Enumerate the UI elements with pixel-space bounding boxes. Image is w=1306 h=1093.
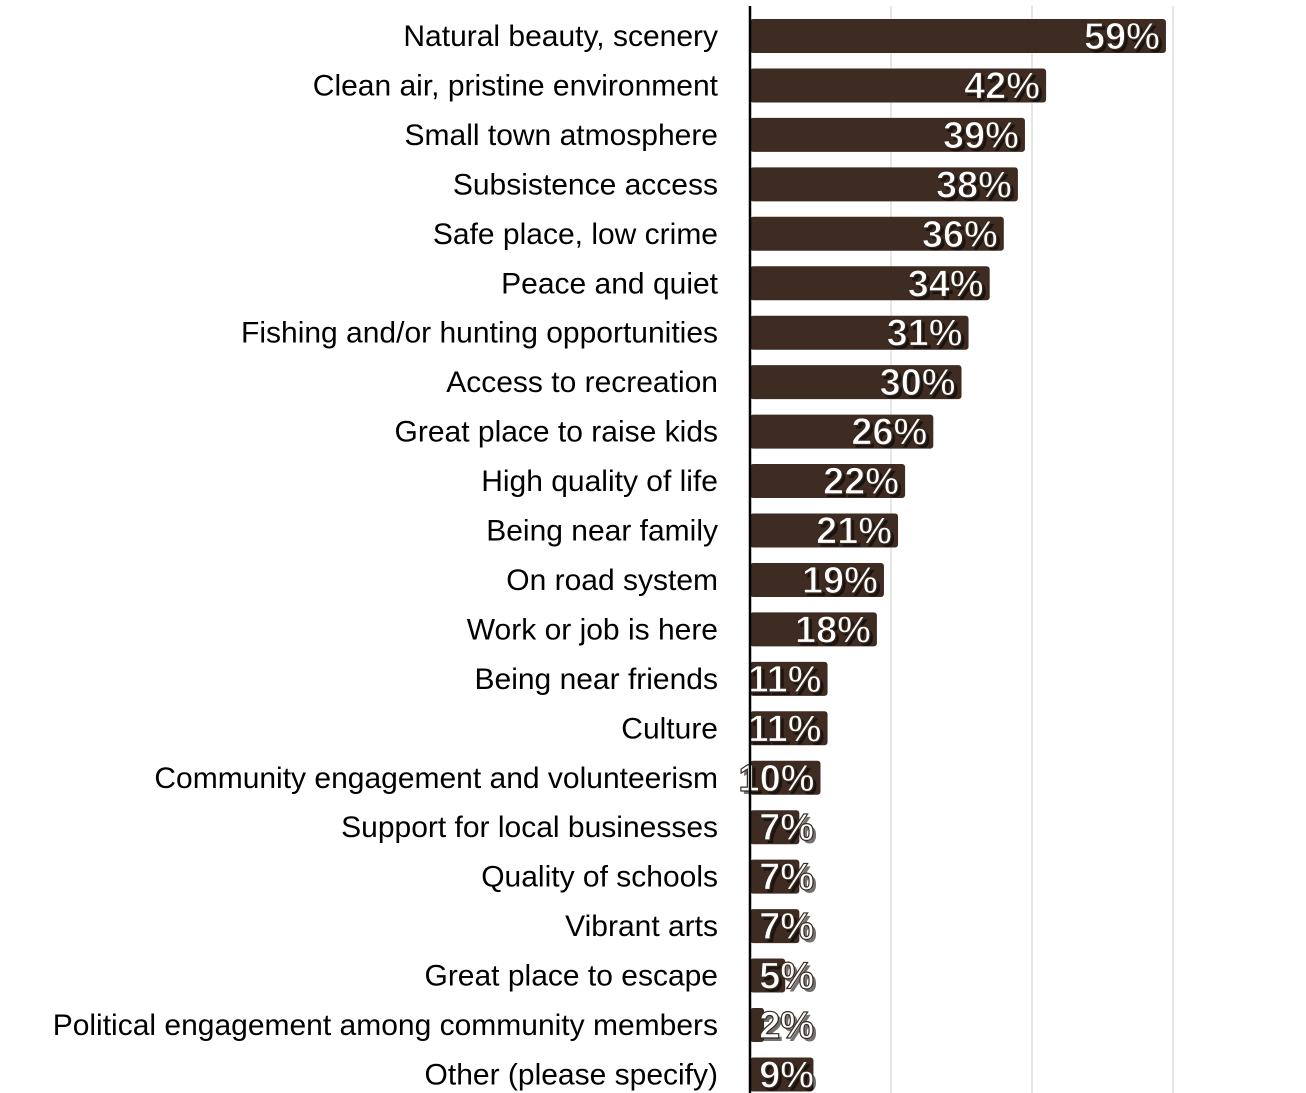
- value-label-shadow: 59%: [1087, 19, 1163, 61]
- value-label-shadow: 22%: [826, 464, 902, 506]
- value-label: 22%: [823, 461, 899, 503]
- value-label-shadow: 11%: [751, 662, 825, 704]
- category-label: Political engagement among community mem…: [53, 1009, 718, 1042]
- category-label: Support for local businesses: [341, 811, 718, 844]
- bar: [750, 711, 828, 746]
- category-label: Great place to raise kids: [395, 416, 718, 449]
- category-label: Other (please specify): [425, 1058, 718, 1091]
- bar-layer: [750, 19, 1166, 1092]
- category-label: Safe place, low crime: [433, 218, 718, 251]
- category-label: Culture: [621, 712, 718, 745]
- value-label-shadow: 7%: [762, 810, 817, 852]
- bar: [750, 216, 1004, 251]
- category-label: Vibrant arts: [565, 910, 718, 943]
- value-label-shadow: 31%: [889, 316, 965, 358]
- value-label: 21%: [816, 511, 892, 553]
- value-label: 30%: [879, 362, 955, 404]
- value-label-shadow: 11%: [751, 711, 825, 753]
- value-label-shadow: 26%: [854, 415, 930, 457]
- value-label: 7%: [759, 906, 814, 948]
- bar: [750, 1057, 814, 1092]
- category-label: Being near friends: [475, 663, 719, 696]
- value-label: 11%: [748, 708, 822, 750]
- value-label-shadow: 7%: [762, 860, 817, 902]
- category-label: Quality of schools: [481, 861, 718, 894]
- value-label: 42%: [964, 65, 1040, 107]
- category-label-layer: Natural beauty, scenery Clean air, pristi…: [53, 20, 719, 1091]
- value-label-shadow: 39%: [946, 118, 1022, 160]
- value-label-shadow: 38%: [939, 167, 1015, 209]
- bar: [750, 266, 990, 301]
- value-label: 31%: [886, 313, 962, 355]
- category-label: Community engagement and volunteerism: [154, 762, 718, 795]
- bar: [750, 859, 800, 894]
- bar: [750, 167, 1018, 202]
- value-label-shadow: 5%: [762, 959, 817, 1001]
- bar: [750, 365, 962, 400]
- category-label: Natural beauty, scenery: [403, 20, 718, 53]
- bar: [750, 414, 934, 449]
- value-label: 2%: [759, 1005, 814, 1047]
- category-label: Fishing and/or hunting opportunities: [241, 317, 718, 350]
- value-label: 11%: [748, 659, 822, 701]
- value-label-shadow: 7%: [762, 909, 817, 951]
- value-label: 19%: [802, 560, 878, 602]
- value-label-shadow: 9%: [762, 1057, 817, 1093]
- bar: [750, 810, 800, 845]
- bar: [750, 315, 969, 350]
- value-label-shadow: 30%: [882, 365, 958, 407]
- category-label: Great place to escape: [424, 960, 718, 993]
- bar: [750, 958, 786, 993]
- value-label: 39%: [943, 115, 1019, 157]
- value-label: 7%: [759, 807, 814, 849]
- bar: [750, 612, 877, 647]
- value-label-shadow: 36%: [925, 217, 1001, 259]
- value-label-shadow: 21%: [819, 514, 895, 556]
- bar: [750, 661, 828, 696]
- bar: [750, 562, 884, 597]
- category-label: On road system: [506, 564, 718, 597]
- value-label: 34%: [908, 263, 984, 305]
- value-label: 26%: [851, 412, 927, 454]
- bar: [750, 909, 800, 944]
- category-label: Work or job is here: [467, 613, 718, 646]
- value-label: 9%: [759, 1054, 814, 1093]
- value-label-shadow: 19%: [805, 563, 881, 605]
- bar: [750, 464, 906, 499]
- value-label-shadow: 2%: [762, 1008, 817, 1050]
- category-label: Being near family: [486, 515, 718, 548]
- value-label-shadow: 34%: [911, 266, 987, 308]
- value-label: 36%: [922, 214, 998, 256]
- value-label: 5%: [759, 956, 814, 998]
- value-label: 38%: [936, 164, 1012, 206]
- bar: [750, 1008, 765, 1042]
- category-label: Peace and quiet: [501, 267, 719, 300]
- value-label-shadow: 42%: [967, 68, 1043, 110]
- category-label: Clean air, pristine environment: [313, 69, 719, 102]
- bar: [750, 68, 1047, 103]
- category-label: Access to recreation: [446, 366, 718, 399]
- bar: [750, 513, 899, 548]
- bar: [750, 117, 1025, 152]
- bar: [750, 19, 1166, 53]
- value-label: 18%: [795, 609, 871, 651]
- bar: [750, 760, 821, 795]
- category-label: Small town atmosphere: [405, 119, 718, 152]
- category-label: High quality of life: [481, 465, 718, 498]
- value-label: 7%: [759, 857, 814, 899]
- value-label: 59%: [1084, 16, 1160, 58]
- value-label-shadow: 18%: [798, 612, 874, 654]
- category-label: Subsistence access: [453, 168, 718, 201]
- value-label-shadow: 10%: [741, 761, 817, 803]
